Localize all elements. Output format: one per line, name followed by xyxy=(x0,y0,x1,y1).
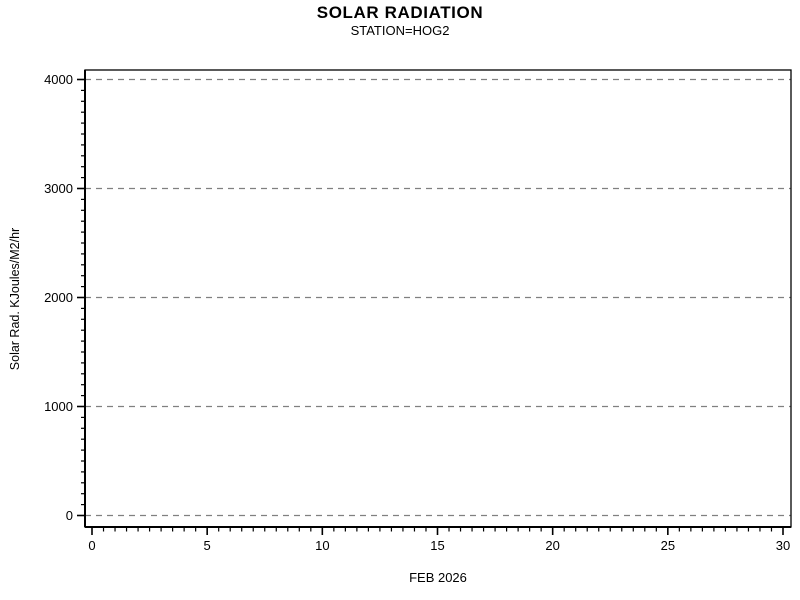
y-tick-label: 0 xyxy=(66,508,73,523)
x-tick-label: 10 xyxy=(315,538,329,553)
x-tick-label: 25 xyxy=(661,538,675,553)
x-tick-label: 30 xyxy=(776,538,790,553)
x-tick-label: 0 xyxy=(88,538,95,553)
y-tick-label: 4000 xyxy=(44,72,73,87)
y-tick-label: 1000 xyxy=(44,399,73,414)
y-tick-label: 3000 xyxy=(44,181,73,196)
x-tick-label: 15 xyxy=(430,538,444,553)
x-tick-label: 5 xyxy=(204,538,211,553)
x-axis-label: FEB 2026 xyxy=(409,570,467,585)
plot-frame xyxy=(84,69,792,528)
chart-subtitle: STATION=HOG2 xyxy=(350,23,450,38)
y-tick-label: 2000 xyxy=(44,290,73,305)
chart-title: SOLAR RADIATION xyxy=(316,3,484,22)
x-tick-label: 20 xyxy=(545,538,559,553)
